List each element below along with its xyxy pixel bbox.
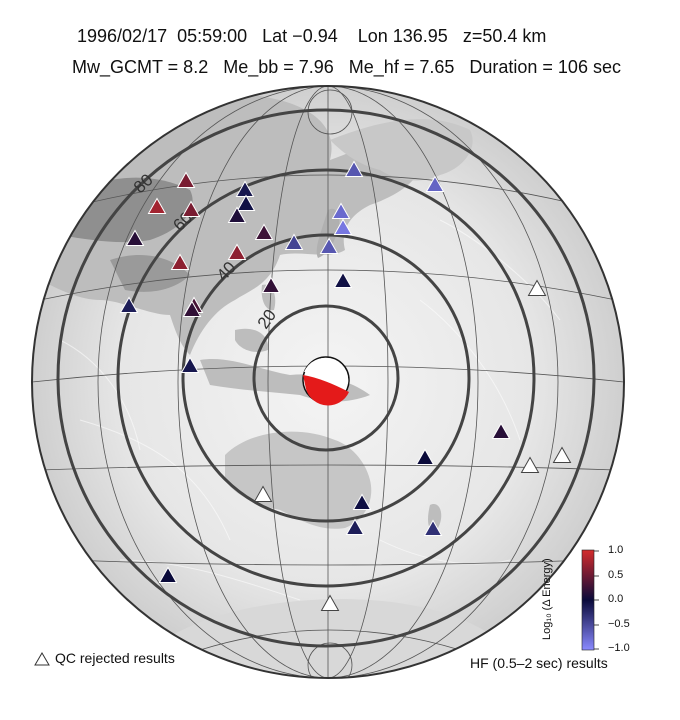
station-qc-rejected bbox=[253, 485, 273, 502]
station-marker bbox=[180, 356, 200, 373]
station-marker bbox=[425, 175, 445, 192]
station-marker bbox=[176, 171, 196, 188]
station-marker bbox=[254, 223, 274, 240]
hf-legend-label: HF (0.5–2 sec) results bbox=[470, 655, 608, 671]
station-marker bbox=[423, 519, 443, 536]
station-marker bbox=[344, 160, 364, 177]
station-marker bbox=[345, 518, 365, 535]
colorbar-tick-neg1: −1.0 bbox=[608, 642, 630, 654]
stations-layer bbox=[119, 160, 572, 611]
station-marker bbox=[261, 276, 281, 293]
focal-mechanism-beachball bbox=[302, 356, 350, 406]
station-marker bbox=[415, 448, 435, 465]
station-marker bbox=[331, 202, 351, 219]
station-qc-rejected bbox=[552, 446, 572, 463]
colorbar bbox=[581, 549, 595, 651]
station-marker bbox=[158, 566, 178, 583]
station-marker bbox=[236, 194, 256, 211]
qc-legend-label: QC rejected results bbox=[55, 650, 175, 666]
colorbar-tick-neg0.5: −0.5 bbox=[608, 618, 630, 630]
station-marker bbox=[119, 296, 139, 313]
globe-outline bbox=[31, 85, 625, 679]
event-info-line: 1996/02/17 05:59:00 Lat −0.94 Lon 136.95… bbox=[77, 26, 547, 46]
station-qc-rejected bbox=[320, 594, 340, 611]
station-marker bbox=[227, 243, 247, 260]
station-qc-rejected bbox=[520, 456, 540, 473]
station-marker bbox=[227, 206, 247, 223]
station-marker bbox=[333, 218, 353, 235]
colorbar-tick-1: 1.0 bbox=[608, 544, 624, 556]
colorbar-tick-0.5: 0.5 bbox=[608, 569, 624, 581]
magnitude-info-line: Mw_GCMT = 8.2 Me_bb = 7.96 Me_hf = 7.65 … bbox=[72, 57, 621, 77]
station-marker bbox=[333, 271, 353, 288]
station-marker bbox=[352, 493, 372, 510]
station-marker bbox=[319, 237, 339, 254]
distance-rings bbox=[56, 108, 596, 648]
station-marker bbox=[491, 422, 511, 439]
station-qc-rejected bbox=[527, 279, 547, 296]
station-marker bbox=[170, 253, 190, 270]
station-marker bbox=[125, 229, 145, 246]
station-marker bbox=[181, 200, 201, 217]
station-marker bbox=[147, 197, 167, 214]
colorbar-title: Log₁₀ (Δ Energy) bbox=[541, 558, 553, 640]
colorbar-tick-0: 0.0 bbox=[608, 593, 624, 605]
qc-rejected-icon bbox=[34, 652, 50, 666]
station-marker bbox=[284, 233, 304, 250]
station-marker bbox=[182, 300, 202, 317]
